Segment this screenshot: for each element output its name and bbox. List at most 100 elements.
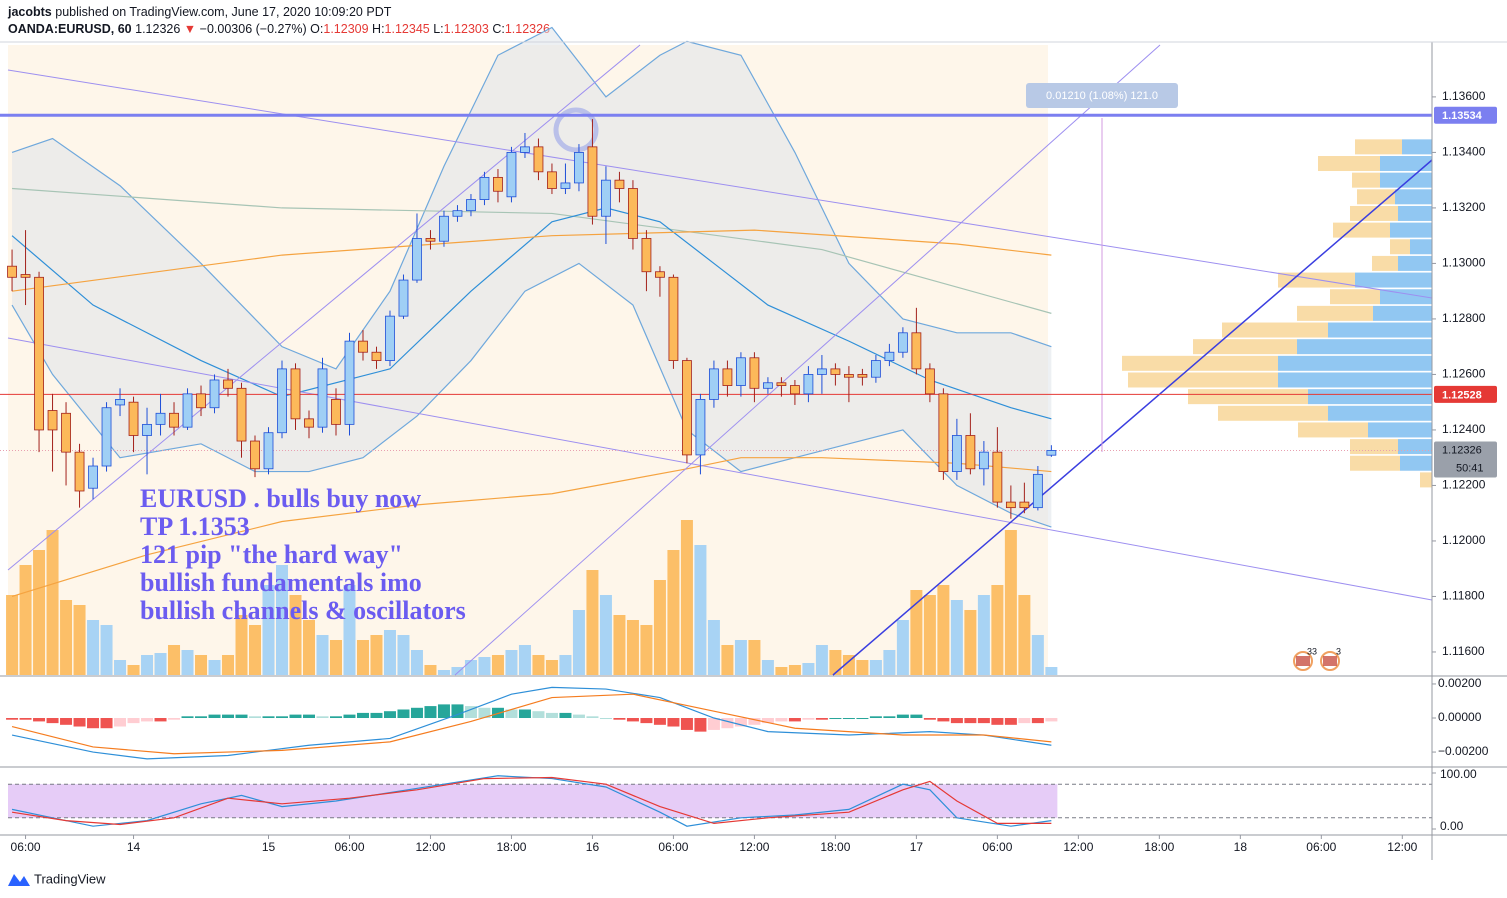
o-label: O: bbox=[310, 22, 323, 36]
macd-histogram bbox=[60, 718, 73, 725]
macd-line bbox=[11, 693, 1052, 755]
volume-bar bbox=[19, 565, 32, 675]
volume-bar bbox=[707, 620, 720, 675]
candle-body bbox=[763, 382, 773, 389]
profile-up bbox=[1390, 222, 1432, 238]
x-tick-label: 16 bbox=[586, 840, 600, 854]
macd-histogram bbox=[141, 718, 154, 722]
volume-bar bbox=[410, 650, 423, 675]
author: jacobts bbox=[7, 5, 52, 19]
y-tick-label: 0.00200 bbox=[1438, 676, 1482, 690]
macd-histogram bbox=[181, 716, 194, 719]
candle-body bbox=[344, 340, 355, 425]
macd-histogram bbox=[100, 718, 113, 729]
moving-average bbox=[12, 187, 1052, 314]
macd-histogram bbox=[748, 718, 761, 725]
macd-histogram bbox=[154, 718, 167, 722]
profile-up bbox=[1380, 289, 1432, 305]
macd-histogram bbox=[1045, 718, 1058, 722]
front-layer: 1.13534 1.12528 1.12326 50:41 EURUSD . bulls… bbox=[0, 89, 1497, 854]
volume-bar bbox=[518, 645, 531, 675]
candle-body bbox=[196, 393, 206, 409]
candle-body bbox=[101, 407, 112, 467]
macd-histogram bbox=[802, 718, 815, 720]
volume-bar bbox=[1031, 635, 1044, 675]
volume-bar bbox=[883, 650, 896, 675]
volume-bar bbox=[1018, 595, 1031, 675]
x-tick-label: 06:00 bbox=[982, 840, 1012, 854]
candle-body bbox=[466, 199, 476, 212]
volume-bar bbox=[572, 610, 585, 675]
macd-histogram bbox=[842, 718, 855, 720]
candle-body bbox=[897, 332, 908, 353]
x-tick-label: 12:00 bbox=[1063, 840, 1093, 854]
macd-histogram bbox=[114, 718, 127, 727]
candle-body bbox=[857, 374, 868, 378]
candle-body bbox=[452, 210, 463, 217]
volume-bar bbox=[842, 655, 855, 675]
profile-down bbox=[1330, 289, 1380, 305]
candle-body bbox=[34, 276, 44, 431]
candle-body bbox=[978, 451, 989, 470]
candle-body bbox=[398, 279, 409, 317]
volume-bar bbox=[343, 585, 356, 675]
y-tick-label: 1.12600 bbox=[1442, 367, 1486, 381]
y-tick-label: 1.13200 bbox=[1442, 200, 1486, 214]
profile-down bbox=[1188, 389, 1308, 405]
candle-body bbox=[47, 410, 58, 431]
events: 33 3 bbox=[1293, 646, 1341, 671]
volume-bar bbox=[667, 550, 680, 675]
candle-body bbox=[695, 399, 706, 456]
macd-histogram bbox=[343, 714, 356, 719]
candle-body bbox=[520, 146, 530, 153]
volume-bar bbox=[613, 615, 626, 675]
macd-histogram bbox=[6, 718, 19, 720]
candle-body bbox=[722, 368, 733, 386]
volume-bar bbox=[923, 595, 936, 675]
candle-body bbox=[290, 368, 301, 420]
l-label: L: bbox=[433, 22, 443, 36]
l-value: 1.12303 bbox=[444, 22, 489, 36]
macd-histogram bbox=[667, 718, 680, 727]
volume-bar bbox=[586, 570, 599, 675]
volume-bar bbox=[464, 660, 477, 675]
candle-body bbox=[155, 412, 166, 425]
candle-body bbox=[1019, 501, 1030, 509]
symbol: OANDA:EURUSD, 60 bbox=[8, 22, 132, 36]
candle-body bbox=[142, 423, 152, 436]
candle-body bbox=[736, 357, 746, 386]
volume-bar bbox=[397, 635, 410, 675]
volume-bar bbox=[869, 660, 882, 675]
y-tick-label: 1.13600 bbox=[1442, 89, 1486, 103]
candle-body bbox=[668, 276, 679, 361]
volume-bar bbox=[950, 600, 963, 675]
candle-body bbox=[884, 351, 895, 361]
x-tick-label: 15 bbox=[262, 840, 276, 854]
y-tick-label: 1.11600 bbox=[1442, 644, 1485, 658]
volume-bar bbox=[653, 580, 666, 675]
y-tick-label: 1.12200 bbox=[1442, 478, 1486, 492]
profile-up bbox=[1328, 405, 1432, 421]
volume-bar bbox=[937, 585, 950, 675]
candle-body bbox=[223, 379, 233, 389]
x-tick-label: 18:00 bbox=[496, 840, 526, 854]
macd-histogram bbox=[950, 718, 963, 724]
macd-histogram bbox=[559, 712, 572, 719]
price-tag-label: 1.12528 bbox=[1442, 389, 1482, 401]
macd-histogram bbox=[694, 718, 707, 732]
macd-histogram bbox=[869, 716, 882, 719]
candle-body bbox=[870, 360, 881, 378]
profile-down bbox=[1222, 322, 1328, 338]
volume-bar bbox=[910, 590, 923, 675]
volume-bar bbox=[316, 635, 329, 675]
volume-bar bbox=[721, 645, 734, 675]
macd-histogram bbox=[977, 718, 990, 724]
x-tick-label: 06:00 bbox=[658, 840, 688, 854]
macd-histogram bbox=[707, 718, 720, 730]
candle-body bbox=[951, 435, 962, 472]
profile-up bbox=[1398, 439, 1432, 455]
macd-histogram bbox=[33, 718, 46, 722]
profile-up bbox=[1308, 389, 1432, 405]
candle-body bbox=[277, 368, 287, 434]
